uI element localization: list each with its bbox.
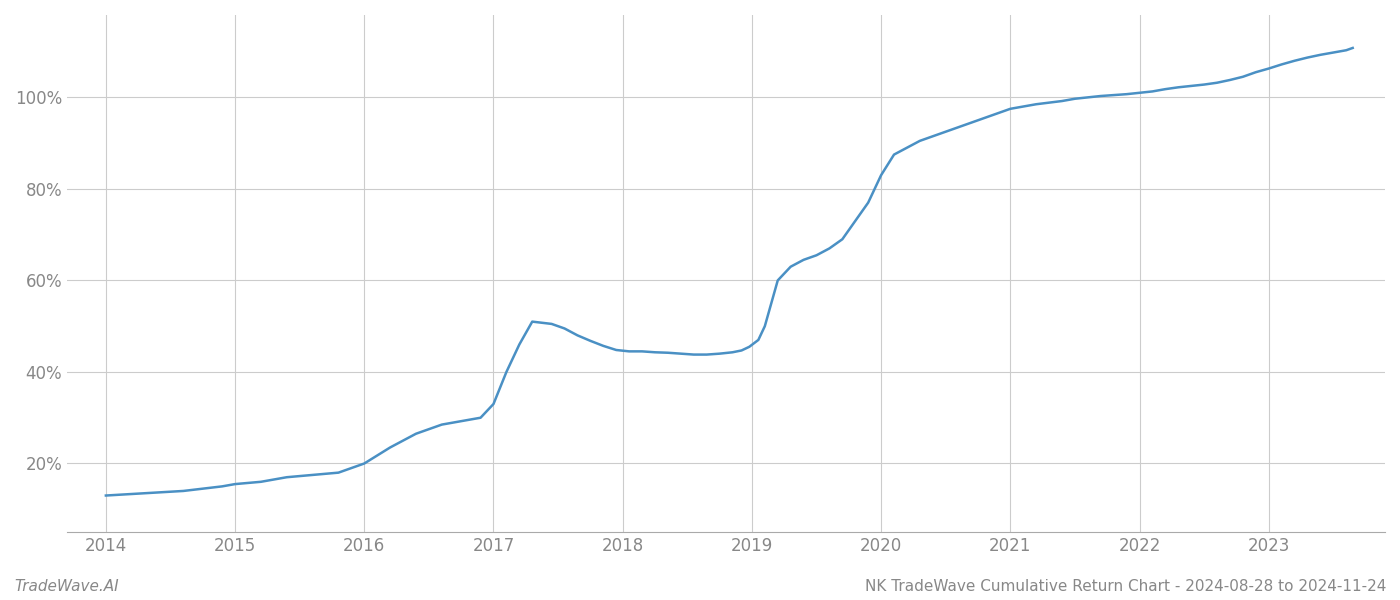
Text: TradeWave.AI: TradeWave.AI: [14, 579, 119, 594]
Text: NK TradeWave Cumulative Return Chart - 2024-08-28 to 2024-11-24: NK TradeWave Cumulative Return Chart - 2…: [865, 579, 1386, 594]
